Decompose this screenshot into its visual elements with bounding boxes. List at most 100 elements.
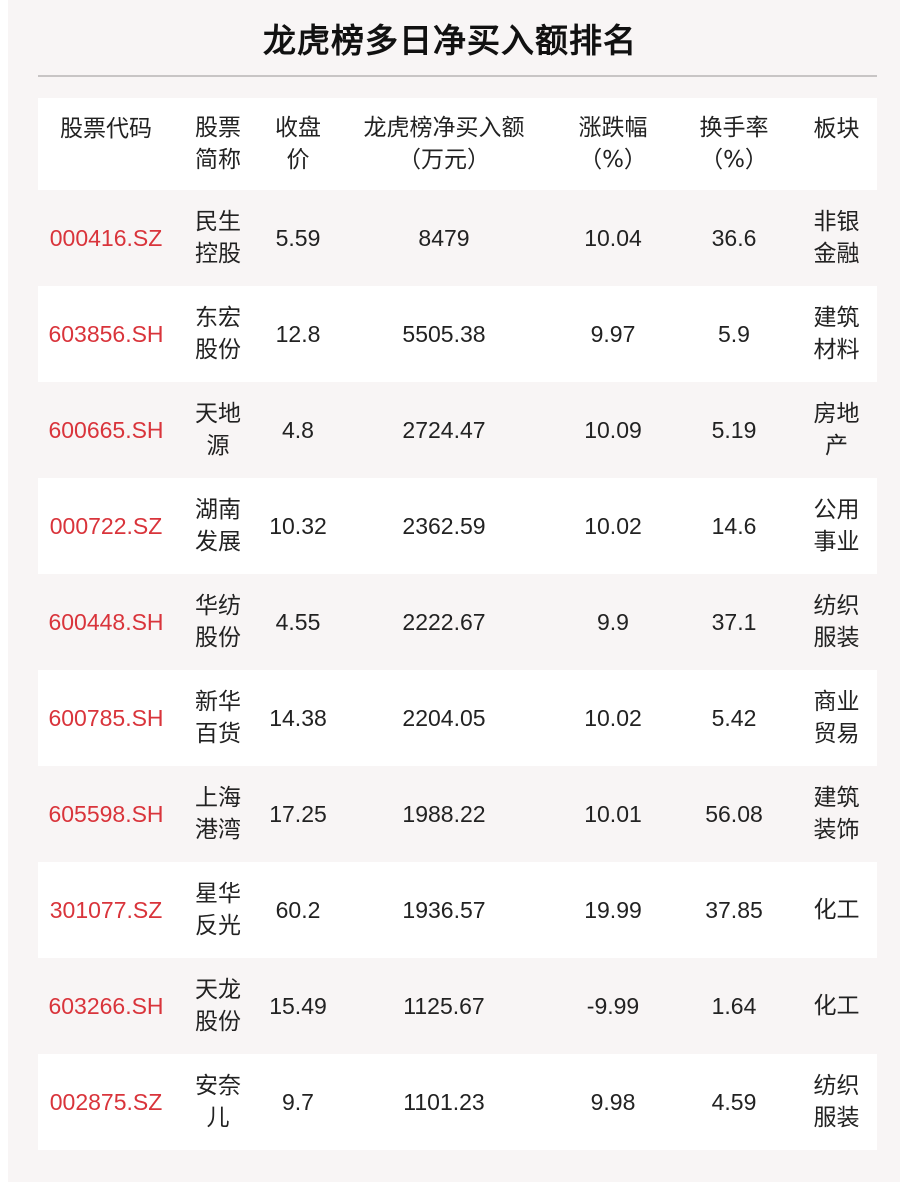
stock-name: 天龙股份 [195, 977, 241, 1035]
sector-cell: 纺织服装 [796, 574, 877, 670]
close-price-cell: 4.8 [262, 382, 334, 478]
turnover-rate-cell: 37.85 [672, 862, 796, 958]
header-net-buy-label: 龙虎榜净买入额（万元） [363, 115, 525, 173]
net-buy-amount: 2724.47 [402, 417, 486, 443]
stock-code: 301077.SZ [49, 897, 163, 923]
header-change: 涨跌幅（%） [554, 98, 672, 190]
net-buy-amount: 2362.59 [402, 513, 486, 539]
stock-code-cell: 603856.SH [38, 286, 174, 382]
change-pct: 19.99 [584, 897, 642, 923]
sector-cell: 化工 [796, 862, 877, 958]
turnover-rate: 56.08 [705, 801, 763, 827]
sector: 化工 [813, 993, 860, 1019]
turnover-rate: 5.9 [718, 321, 750, 347]
turnover-rate: 37.85 [705, 897, 763, 923]
change-pct: 10.02 [584, 705, 642, 731]
close-price-cell: 9.7 [262, 1054, 334, 1150]
close-price-cell: 5.59 [262, 190, 334, 286]
stock-name: 湖南发展 [195, 497, 241, 555]
close-price-cell: 17.25 [262, 766, 334, 862]
close-price: 4.8 [282, 417, 314, 443]
stock-code-cell: 603266.SH [38, 958, 174, 1054]
stock-code-cell: 600785.SH [38, 670, 174, 766]
turnover-rate-cell: 1.64 [672, 958, 796, 1054]
stock-code: 600665.SH [48, 417, 164, 443]
change-pct-cell: 10.02 [554, 670, 672, 766]
close-price: 12.8 [275, 321, 321, 347]
stock-name: 东宏股份 [195, 305, 241, 363]
close-price: 5.59 [275, 225, 321, 251]
sector: 纺织服装 [813, 1073, 860, 1131]
change-pct-cell: 9.98 [554, 1054, 672, 1150]
stock-code-cell: 301077.SZ [38, 862, 174, 958]
stock-code-cell: 000416.SZ [38, 190, 174, 286]
table-row: 600448.SH 华纺股份 4.55 2222.67 9.9 37.1 纺织服装 [38, 574, 877, 670]
net-buy-amount-cell: 2724.47 [334, 382, 554, 478]
change-pct: 10.04 [584, 225, 642, 251]
turnover-rate-cell: 37.1 [672, 574, 796, 670]
turnover-rate: 37.1 [711, 609, 757, 635]
sector: 公用事业 [813, 497, 860, 555]
turnover-rate-cell: 5.19 [672, 382, 796, 478]
table-row: 603266.SH 天龙股份 15.49 1125.67 -9.99 1.64 化工 [38, 958, 877, 1054]
stock-code: 000722.SZ [49, 513, 163, 539]
table-row: 000722.SZ 湖南发展 10.32 2362.59 10.02 14.6 公用事业 [38, 478, 877, 574]
close-price: 4.55 [275, 609, 321, 635]
turnover-rate: 4.59 [711, 1089, 757, 1115]
close-price: 17.25 [269, 801, 327, 827]
net-buy-amount-cell: 1936.57 [334, 862, 554, 958]
header-close-label: 收盘价 [275, 115, 321, 173]
sector-cell: 非银金融 [796, 190, 877, 286]
stock-name: 民生控股 [195, 209, 241, 267]
turnover-rate: 14.6 [711, 513, 757, 539]
table-row: 603856.SH 东宏股份 12.8 5505.38 9.97 5.9 建筑材料 [38, 286, 877, 382]
change-pct-cell: 10.02 [554, 478, 672, 574]
turnover-rate: 1.64 [711, 993, 757, 1019]
stock-code-cell: 002875.SZ [38, 1054, 174, 1150]
stock-name-cell: 上海港湾 [174, 766, 262, 862]
stock-name-cell: 星华反光 [174, 862, 262, 958]
stock-name: 安奈儿 [195, 1073, 241, 1131]
ranking-table: 股票代码 股票简称 收盘价 龙虎榜净买入额（万元） 涨跌幅（%） 换手率（%） … [38, 98, 877, 1150]
turnover-rate: 5.42 [711, 705, 757, 731]
net-buy-amount-cell: 1125.67 [334, 958, 554, 1054]
stock-code-cell: 605598.SH [38, 766, 174, 862]
stock-name-cell: 华纺股份 [174, 574, 262, 670]
net-buy-amount: 5505.38 [402, 321, 486, 347]
stock-code-cell: 600665.SH [38, 382, 174, 478]
close-price-cell: 12.8 [262, 286, 334, 382]
sector: 商业贸易 [813, 689, 860, 747]
net-buy-amount: 2204.05 [402, 705, 486, 731]
stock-code: 000416.SZ [49, 225, 163, 251]
sector-cell: 纺织服装 [796, 1054, 877, 1150]
net-buy-amount: 1125.67 [403, 993, 485, 1019]
header-name-label: 股票简称 [195, 115, 241, 173]
stock-name: 华纺股份 [195, 593, 241, 651]
close-price: 15.49 [269, 993, 327, 1019]
change-pct: 9.98 [590, 1089, 636, 1115]
header-net-buy: 龙虎榜净买入额（万元） [334, 98, 554, 190]
turnover-rate-cell: 5.9 [672, 286, 796, 382]
net-buy-amount-cell: 5505.38 [334, 286, 554, 382]
change-pct-cell: -9.99 [554, 958, 672, 1054]
stock-code: 600448.SH [48, 609, 164, 635]
table-row: 600785.SH 新华百货 14.38 2204.05 10.02 5.42 商业贸易 [38, 670, 877, 766]
header-change-label: 涨跌幅（%） [578, 115, 648, 173]
change-pct: -9.99 [586, 993, 640, 1019]
sector-cell: 化工 [796, 958, 877, 1054]
table-row: 002875.SZ 安奈儿 9.7 1101.23 9.98 4.59 纺织服装 [38, 1054, 877, 1150]
net-buy-amount-cell: 2222.67 [334, 574, 554, 670]
change-pct: 10.09 [584, 417, 642, 443]
table-row: 301077.SZ 星华反光 60.2 1936.57 19.99 37.85 化工 [38, 862, 877, 958]
table-header-row: 股票代码 股票简称 收盘价 龙虎榜净买入额（万元） 涨跌幅（%） 换手率（%） … [38, 98, 877, 190]
net-buy-amount: 2222.67 [402, 609, 486, 635]
net-buy-amount: 8479 [418, 225, 470, 251]
change-pct-cell: 9.97 [554, 286, 672, 382]
sector: 建筑材料 [813, 305, 860, 363]
header-sector: 板块 [796, 98, 877, 190]
stock-name: 天地源 [195, 401, 241, 459]
stock-name-cell: 湖南发展 [174, 478, 262, 574]
change-pct-cell: 10.04 [554, 190, 672, 286]
change-pct-cell: 9.9 [554, 574, 672, 670]
change-pct: 9.97 [590, 321, 636, 347]
